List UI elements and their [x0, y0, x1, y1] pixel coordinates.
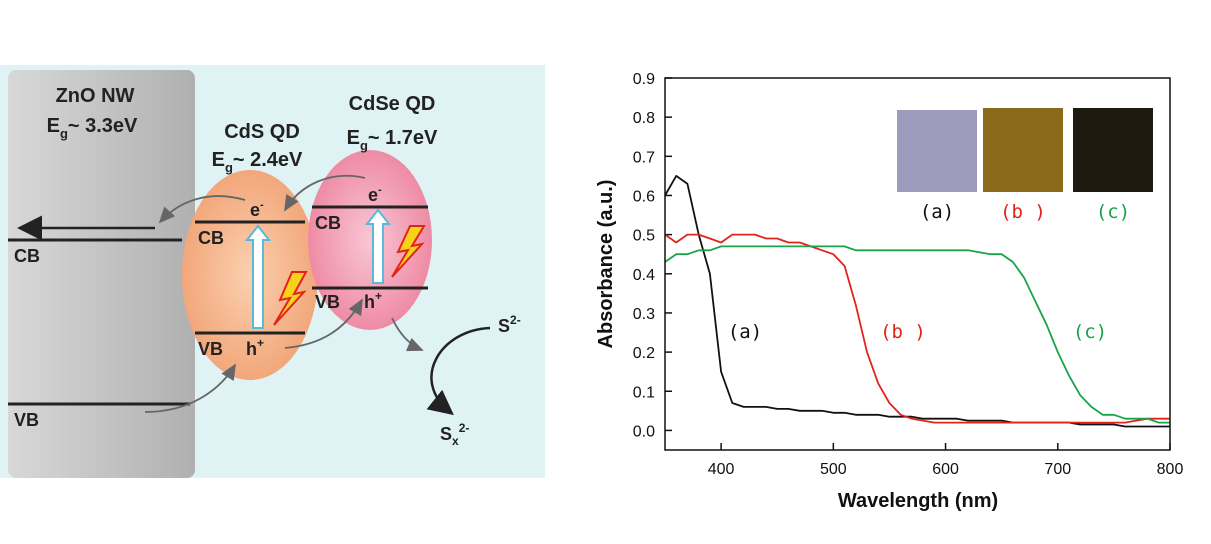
polysulfide-label: Sx2-: [440, 421, 469, 448]
transfer-arrow: [158, 195, 246, 224]
electron-base: e: [368, 185, 378, 205]
gap-value: ~ 1.7eV: [368, 127, 438, 149]
gap-sub: g: [225, 160, 233, 175]
hole-transfer-arrow: [144, 363, 236, 413]
cds-label: CdS QD: [224, 121, 300, 143]
sulfide-sup: 2-: [510, 313, 521, 327]
curve-label: (b ): [880, 321, 926, 343]
cdse-gap: Eg~ 1.7eV: [347, 127, 438, 153]
y-tick-label: 0.2: [633, 345, 655, 362]
gap-value: ~ 2.4eV: [233, 149, 303, 171]
y-axis-title: Absorbance (a.u.): [595, 180, 617, 349]
electron-sup: -: [378, 184, 382, 196]
y-tick-label: 0.9: [633, 71, 655, 88]
zno-cb-label: CB: [14, 246, 40, 266]
x-tick-label: 500: [820, 461, 847, 478]
inset-label: (b ): [1000, 201, 1046, 223]
gap-symbol: E: [212, 149, 225, 171]
polysulfide-sup: 2-: [459, 421, 470, 435]
hole-sup: +: [257, 336, 264, 350]
y-tick-label: 0.1: [633, 384, 655, 401]
polysulfide-sub: x: [452, 434, 459, 448]
light-bolt: [273, 271, 308, 326]
inset-label: (a): [920, 201, 954, 223]
sample-swatch: [1073, 108, 1153, 192]
cdse-vb-label: VB: [315, 292, 340, 312]
absorbance-chart: Wavelength (nm) Absorbance (a.u.) 0.0 0.1…: [595, 71, 1183, 512]
hole-base: h: [246, 339, 257, 359]
excitation-arrow: [244, 224, 272, 329]
y-tick-label: 0.7: [633, 149, 655, 166]
absorbance-line: [664, 175, 1170, 428]
gap-symbol: E: [47, 115, 60, 137]
sample-swatch: [983, 108, 1063, 192]
cdse-electron: e-: [368, 184, 382, 205]
absorbance-line: [664, 245, 1170, 424]
hole-transfer-arrow: [391, 317, 424, 352]
inset-label: (c): [1096, 201, 1130, 223]
absorbance-line: [664, 233, 1170, 424]
cdse-label: CdSe QD: [349, 93, 436, 115]
y-tick-label: 0.4: [633, 267, 655, 284]
x-tick-label: 600: [932, 461, 959, 478]
cds-vb-label: VB: [198, 339, 223, 359]
hole-transfer-arrow: [284, 298, 363, 349]
y-tick-label: 0.8: [633, 110, 655, 127]
electron-base: e: [250, 200, 260, 220]
curve-label: (c): [1073, 321, 1107, 343]
gap-sub: g: [360, 138, 368, 153]
hole-base: h: [364, 292, 375, 312]
cdse-hole: h+: [364, 289, 382, 312]
cds-cb-label: CB: [198, 228, 224, 248]
band-diagram: ZnO NW Eg~ 3.3eV CdS QD Eg~ 2.4eV CdSe Q…: [0, 65, 545, 478]
cdse-dot: [308, 150, 432, 330]
y-tick-label: 0.6: [633, 188, 655, 205]
hole-sup: +: [375, 289, 382, 303]
sulfide-base: S: [498, 316, 510, 336]
zno-gap: Eg~ 3.3eV: [47, 115, 138, 141]
gap-value: ~ 3.3eV: [68, 115, 138, 137]
y-tick-label: 0.0: [633, 423, 655, 440]
light-bolt: [391, 225, 426, 278]
sulfide-label: S2-: [498, 313, 521, 336]
zno-block: [8, 70, 195, 478]
cds-electron: e-: [250, 199, 264, 220]
zno-vb-label: VB: [14, 410, 39, 430]
cds-hole: h+: [246, 336, 264, 359]
y-tick-label: 0.5: [633, 228, 655, 245]
oxidation-arrow: [426, 326, 491, 416]
polysulfide-base: S: [440, 424, 452, 444]
curve-label: (a): [728, 321, 762, 343]
plot-frame: [664, 77, 1171, 451]
sample-swatch: [897, 110, 977, 192]
cds-gap: Eg~ 2.4eV: [212, 149, 303, 175]
zno-label: ZnO NW: [56, 85, 135, 107]
gap-sub: g: [60, 126, 68, 141]
transfer-arrow: [284, 174, 366, 212]
x-tick-label: 400: [708, 461, 735, 478]
x-axis-title: Wavelength (nm): [838, 490, 998, 512]
excitation-arrow: [364, 208, 392, 284]
electron-sup: -: [260, 199, 264, 211]
gap-symbol: E: [347, 127, 360, 149]
cdse-cb-label: CB: [315, 213, 341, 233]
y-tick-label: 0.3: [633, 306, 655, 323]
x-tick-label: 800: [1157, 461, 1184, 478]
x-tick-label: 700: [1044, 461, 1071, 478]
